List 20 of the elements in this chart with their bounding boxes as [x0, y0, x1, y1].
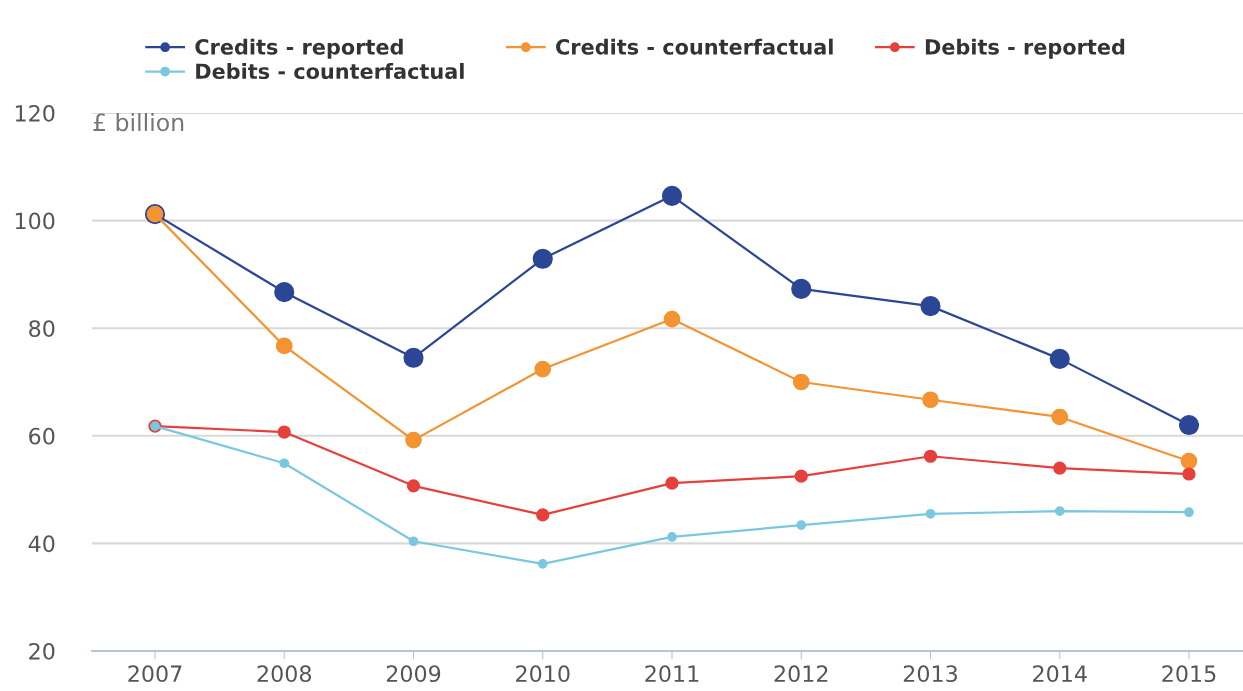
y-tick-label: 120: [15, 104, 55, 122]
legend-label: Debits - reported: [925, 38, 1125, 59]
y-tick-label: 40: [28, 535, 55, 553]
x-tick-label: 2011: [645, 665, 699, 683]
y-tick-label: 60: [29, 427, 55, 445]
x-tick-label: 2009: [386, 665, 441, 683]
y-axis-title: £ billion: [93, 113, 184, 132]
legend-label: Debits - counterfactual: [196, 62, 464, 80]
x-tick-label: 2007: [128, 665, 182, 683]
y-tick-label: 20: [29, 642, 55, 660]
x-tick-label: 2015: [1162, 665, 1216, 683]
legend-label: Credits - reported: [195, 38, 403, 59]
y-tick-label: 100: [15, 212, 55, 230]
legend-label: Credits - counterfactual: [556, 38, 833, 55]
x-tick-label: 2012: [774, 665, 828, 683]
y-tick-label: 80: [29, 320, 55, 337]
x-tick-label: 2014: [1033, 665, 1087, 683]
x-tick-label: 2013: [903, 665, 957, 683]
x-tick-label: 2008: [257, 665, 312, 683]
x-tick-label: 2010: [516, 665, 570, 683]
